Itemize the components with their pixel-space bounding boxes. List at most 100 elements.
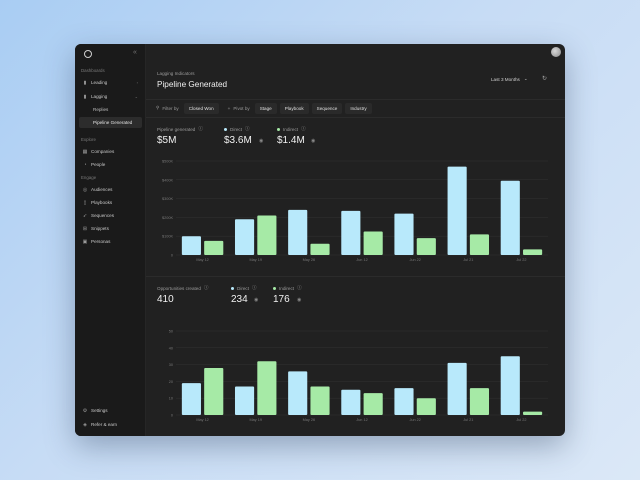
eye-icon[interactable]: ◉ <box>254 297 259 303</box>
indirect-legend-dot <box>277 127 280 131</box>
pipeline-direct-value: $3.6M <box>224 135 252 146</box>
sidebar-subitem-pipeline-generated[interactable]: Pipeline Generated <box>79 117 142 128</box>
y-tick-label: 20 <box>169 380 173 384</box>
eye-icon[interactable]: ◉ <box>311 138 316 144</box>
app-window: « Dashboards ▮ Leading › ▮ Lagging ⌄ Rep… <box>75 44 565 436</box>
metric-label-text: Direct <box>237 285 249 291</box>
sidebar-item-label: People <box>91 162 106 167</box>
sidebar-item-leading[interactable]: ▮ Leading › <box>79 77 142 88</box>
x-tick-label: May 12 <box>196 258 208 262</box>
x-tick-label: Jul 21 <box>463 258 473 262</box>
direct-bar <box>234 386 255 415</box>
direct-legend-dot <box>231 286 234 290</box>
persona-icon: ▣ <box>82 238 88 245</box>
pivot-by-label: Pivot by <box>233 105 250 111</box>
sidebar-item-people[interactable]: ◔ People <box>79 159 142 170</box>
eye-icon[interactable]: ◉ <box>259 138 264 144</box>
opportunities-indirect-value: 176 <box>273 294 290 305</box>
direct-bar <box>447 362 467 415</box>
info-icon: ⓘ <box>252 285 257 290</box>
opportunities-total: 410 <box>157 294 174 305</box>
collapse-sidebar-icon[interactable]: « <box>133 49 137 56</box>
direct-bar <box>341 210 361 255</box>
pivot-sequence[interactable]: Sequence <box>311 102 343 114</box>
chart-icon: ▮ <box>83 79 87 86</box>
sidebar-section-explore: Explore <box>81 137 96 142</box>
y-tick-label: $200K <box>162 216 173 220</box>
filter-closed-won[interactable]: Closed Won <box>183 102 219 114</box>
pivot-stage[interactable]: Stage <box>254 102 277 114</box>
direct-bar <box>234 219 255 255</box>
sidebar-item-refer[interactable]: ◈ Refer & earn <box>79 419 142 430</box>
sidebar-item-companies[interactable]: ▦ Companies <box>79 146 142 157</box>
sidebar-item-personas[interactable]: ▣ Personas <box>79 236 142 247</box>
pivot-industry[interactable]: Industry <box>345 102 372 114</box>
book-icon: ▯ <box>83 199 87 206</box>
avatar[interactable] <box>551 47 561 57</box>
sidebar-subitem-replies[interactable]: Replies <box>79 104 142 115</box>
sidebar-item-label: Playbooks <box>91 200 113 205</box>
direct-bar <box>500 180 520 255</box>
date-range-select[interactable]: Last 3 Months ⌄ <box>491 76 528 82</box>
opportunities-direct-value: 234 <box>231 294 248 305</box>
y-tick-label: 0 <box>171 414 173 418</box>
direct-bar <box>288 209 308 255</box>
sidebar-section-engage: Engage <box>81 175 97 180</box>
metric-label-text: Indirect <box>279 285 295 291</box>
pipeline-bar-chart: 0 $100K $200K $300K $400K $500K May 12 May 19 Ma… <box>162 160 548 262</box>
pipeline-indirect-value: $1.4M <box>277 135 305 146</box>
x-tick-label: Jun 12 <box>356 418 367 422</box>
logo-icon <box>84 50 92 58</box>
pivot-playbook[interactable]: Playbook <box>279 102 309 114</box>
chevron-down-icon: ⌄ <box>523 76 528 81</box>
x-tick-label: May 26 <box>303 418 315 422</box>
breadcrumb: Lagging Indicators <box>157 71 195 76</box>
filter-by: ⚲ Filter by <box>156 105 179 111</box>
chevron-down-icon: ⌄ <box>134 94 138 99</box>
y-tick-label: 30 <box>169 363 173 367</box>
x-tick-label: Jun 22 <box>409 258 420 262</box>
sidebar-item-label: Audiences <box>91 187 113 192</box>
indirect-bar <box>416 398 436 415</box>
sidebar-item-label: Replies <box>93 107 109 112</box>
sidebar-item-snippets[interactable]: ⊞ Snippets <box>79 223 142 234</box>
sidebar: « Dashboards ▮ Leading › ▮ Lagging ⌄ Rep… <box>75 44 146 436</box>
x-tick-label: May 26 <box>303 258 315 262</box>
filter-toolbar: ⚲ Filter by Closed Won + Pivot by Stage … <box>156 101 555 115</box>
x-tick-label: May 19 <box>249 418 261 422</box>
sidebar-item-playbooks[interactable]: ▯ Playbooks <box>79 197 142 208</box>
indirect-bar <box>310 386 330 415</box>
direct-bar <box>181 383 201 415</box>
indirect-bar <box>363 231 383 255</box>
direct-bar <box>447 166 467 255</box>
x-tick-label: Jun 12 <box>356 258 367 262</box>
info-icon: ⓘ <box>198 126 203 131</box>
direct-bar <box>288 371 308 415</box>
indirect-bar <box>204 240 224 255</box>
sidebar-item-label: Pipeline Generated <box>93 120 133 125</box>
chevron-right-icon: › <box>136 80 138 85</box>
x-tick-label: Jun 22 <box>409 418 420 422</box>
refresh-icon[interactable]: ↻ <box>542 76 548 82</box>
direct-bar <box>181 236 201 255</box>
eye-icon[interactable]: ◉ <box>297 297 302 303</box>
main-content: Lagging Indicators Pipeline Generated La… <box>146 44 565 436</box>
sidebar-item-sequences[interactable]: ➶ Sequences <box>79 210 142 221</box>
y-tick-label: $300K <box>162 197 173 201</box>
info-icon: ⓘ <box>297 285 302 290</box>
direct-bar <box>500 356 520 415</box>
pipeline-total: $5M <box>157 135 177 146</box>
sidebar-item-settings[interactable]: ⚙ Settings <box>79 405 142 416</box>
sidebar-item-audiences[interactable]: ◎ Audiences <box>79 184 142 195</box>
sidebar-item-lagging[interactable]: ▮ Lagging ⌄ <box>79 91 142 102</box>
divider <box>146 276 565 277</box>
gift-icon: ◈ <box>83 421 87 428</box>
sidebar-item-label: Settings <box>91 408 108 413</box>
info-icon: ⓘ <box>301 126 306 131</box>
pipeline-generated-label: Pipeline generated ⓘ <box>157 126 203 132</box>
divider <box>146 117 565 118</box>
metric-label-text: Indirect <box>283 126 299 132</box>
sidebar-item-label: Snippets <box>91 226 109 231</box>
opportunities-created-label: Opportunities created ⓘ <box>157 285 209 291</box>
filter-by-label: Filter by <box>162 105 179 111</box>
